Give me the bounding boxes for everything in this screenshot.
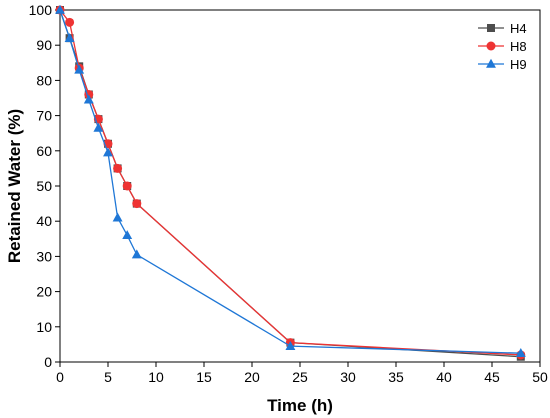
y-tick-label: 30 <box>36 248 52 264</box>
legend-label: H4 <box>510 21 527 36</box>
data-point-h8 <box>113 163 123 173</box>
legend-item-h9: H9 <box>478 57 527 72</box>
x-tick-label: 45 <box>484 369 500 385</box>
y-axis-ticks: 0 10 20 30 40 50 60 70 80 90 100 <box>29 2 60 370</box>
data-point-h9 <box>74 64 85 74</box>
data-point-h9 <box>122 230 133 240</box>
data-point-h9 <box>64 32 75 42</box>
y-axis-title: Retained Water (%) <box>5 109 24 263</box>
x-tick-label: 25 <box>292 369 308 385</box>
y-tick-label: 40 <box>36 213 52 229</box>
data-point-h8 <box>132 199 142 209</box>
x-tick-label: 10 <box>148 369 164 385</box>
legend: H4 H8 H9 <box>478 21 527 72</box>
legend-label: H8 <box>510 39 527 54</box>
data-point-h9 <box>112 212 123 222</box>
y-tick-label: 100 <box>29 2 53 18</box>
legend-item-h8: H8 <box>478 39 527 54</box>
x-axis-title: Time (h) <box>267 396 333 415</box>
series-layer <box>55 4 526 361</box>
x-tick-label: 5 <box>104 369 112 385</box>
y-tick-label: 70 <box>36 108 52 124</box>
data-point-h9 <box>93 122 104 132</box>
y-tick-label: 80 <box>36 72 52 88</box>
x-tick-label: 20 <box>244 369 260 385</box>
data-point-h9 <box>131 249 142 259</box>
legend-label: H9 <box>510 57 527 72</box>
data-point-h9 <box>103 147 113 157</box>
legend-marker <box>486 58 496 68</box>
legend-marker <box>487 24 495 32</box>
y-tick-label: 10 <box>36 319 52 335</box>
x-axis-ticks: 0 5 10 15 20 25 30 35 40 45 50 <box>56 362 548 385</box>
y-tick-label: 20 <box>36 284 52 300</box>
y-tick-label: 0 <box>44 354 52 370</box>
data-point-h8 <box>65 17 75 27</box>
series-h9 <box>55 4 526 357</box>
y-tick-label: 60 <box>36 143 52 159</box>
x-tick-label: 0 <box>56 369 64 385</box>
data-point-h9 <box>83 94 94 104</box>
plot-frame <box>59 9 541 363</box>
x-tick-label: 30 <box>340 369 356 385</box>
y-tick-label: 90 <box>36 37 52 53</box>
data-point-h9 <box>285 340 296 350</box>
data-point-h8 <box>122 181 132 191</box>
series-h8 <box>55 5 526 360</box>
legend-marker <box>486 41 496 51</box>
x-tick-label: 40 <box>436 369 452 385</box>
series-line-h9 <box>59 9 521 354</box>
y-tick-label: 50 <box>36 178 52 194</box>
x-tick-label: 50 <box>532 369 548 385</box>
legend-item-h4: H4 <box>478 21 527 36</box>
data-point-h9 <box>515 347 526 357</box>
x-tick-label: 35 <box>388 369 404 385</box>
x-tick-label: 15 <box>196 369 212 385</box>
data-point-h9 <box>55 4 65 14</box>
